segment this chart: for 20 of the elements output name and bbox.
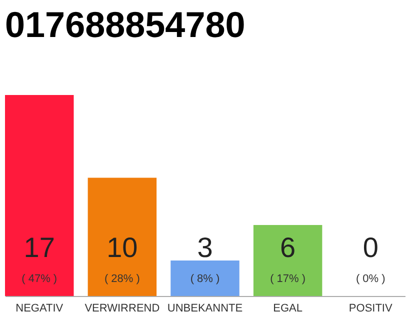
bar	[253, 225, 322, 296]
annotation: ( 47% )	[22, 273, 58, 285]
data-label: 0	[362, 232, 378, 263]
x-tick-label: NEGATIV	[16, 302, 64, 314]
x-tick-label: POSITIV	[348, 302, 393, 314]
data-label: 3	[197, 232, 213, 263]
x-tick-label: VERWIRREND	[84, 302, 160, 314]
annotation: ( 17% )	[270, 273, 306, 285]
data-label: 6	[280, 232, 296, 263]
annotation: ( 0% )	[356, 273, 386, 285]
chart-title: 017688854780	[5, 4, 246, 45]
x-tick-label: EGAL	[273, 302, 302, 314]
annotation: ( 8% )	[190, 273, 220, 285]
x-tick-label: UNBEKANNTE	[167, 302, 243, 314]
annotation: ( 28% )	[104, 273, 140, 285]
bar	[88, 178, 157, 296]
bar	[5, 95, 74, 296]
data-label: 17	[24, 232, 55, 263]
data-label: 10	[106, 232, 138, 263]
bar	[170, 260, 240, 296]
